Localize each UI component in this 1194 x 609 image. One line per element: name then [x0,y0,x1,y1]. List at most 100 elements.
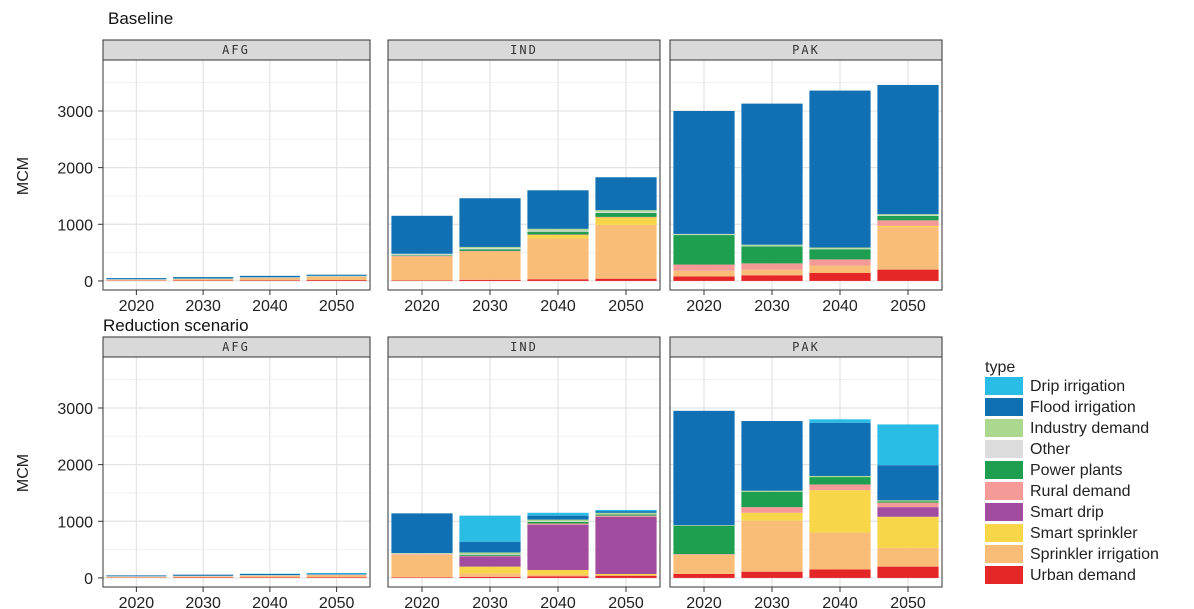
legend-swatch-rural-demand [985,482,1023,500]
bar-segment-other-2030 [741,245,803,247]
bar-segment-other-2020 [391,553,453,555]
legend: type Drip irrigation Flood irrigation In… [985,359,1159,584]
bar-segment-sprinkler-irrigation-2050 [306,276,367,281]
panel-border [387,356,661,588]
bar-segment-drip-irrigation-2050 [595,509,657,512]
bar-segment-smart-sprinkler-2050 [877,516,939,548]
strip-label-ind-reduction: IND [510,340,538,354]
bar-segment-other-2050 [595,513,657,515]
bar-segment-drip-irrigation-2050 [306,573,367,574]
bar-segment-flood-irrigation-2050 [877,465,939,501]
panel-border [669,356,943,588]
x-tick-label: 2020 [404,595,440,609]
bar-segment-sprinkler-irrigation-2050 [595,575,657,576]
bar-segment-other-2020 [673,234,735,236]
bar-segment-power-plants-2040 [527,521,589,524]
bar-segment-industry-demand-2030 [741,490,803,492]
legend-item-power-plants: Power plants [985,461,1123,479]
bar-segment-industry-demand-2050 [877,500,939,502]
x-tick-label: 2030 [754,595,790,609]
bar-segment-other-2030 [459,248,521,250]
bar-segment-power-plants-2020 [673,525,735,555]
bar-segment-sprinkler-irrigation-2040 [239,278,300,281]
bar-segment-flood-irrigation-2050 [595,177,657,211]
bar-segment-urban-demand-2050 [877,566,939,578]
bar-segment-smart-sprinkler-2030 [741,512,803,521]
x-tick-label: 2030 [185,298,221,315]
bar-segment-urban-demand-2050 [306,577,367,578]
bar-segment-flood-irrigation-2030 [459,541,521,553]
bar-segment-industry-demand-2020 [391,553,453,554]
bar-segment-sprinkler-irrigation-2030 [173,576,234,578]
bar-segment-urban-demand-2040 [809,569,871,578]
bar-segment-smart-sprinkler-2050 [595,573,657,576]
y-axis-label-baseline: MCM [15,157,32,195]
bar-segment-rural-demand-2030 [459,250,521,252]
bar-segment-rural-demand-2020 [391,256,453,257]
x-tick-label: 2050 [608,595,644,609]
bar-segment-smart-sprinkler-2040 [527,570,589,575]
bar-segment-rural-demand-2020 [391,554,453,555]
bar-segment-power-plants-2050 [877,501,939,503]
bar-segment-smart-sprinkler-2040 [809,490,871,533]
bar-segment-urban-demand-2020 [673,573,735,578]
x-tick-label: 2020 [686,595,722,609]
panel-background [103,60,370,290]
bar-segment-flood-irrigation-2040 [809,90,871,248]
bar-segment-urban-demand-2050 [306,280,367,281]
legend-label-other: Other [1030,441,1071,458]
bar-segment-rural-demand-2050 [595,216,657,218]
x-tick-label: 2030 [185,595,221,609]
bar-segment-smart-drip-2040 [527,524,589,571]
bar-segment-sprinkler-irrigation-2030 [173,279,234,281]
bar-segment-industry-demand-2040 [809,247,871,249]
bar-segment-urban-demand-2040 [239,577,300,578]
bar-segment-other-2040 [809,248,871,250]
bar-segment-rural-demand-2030 [741,263,803,270]
bar-segment-power-plants-2030 [459,249,521,251]
bar-segment-urban-demand-2050 [595,575,657,578]
bar-segment-urban-demand-2020 [391,577,453,578]
legend-label-industry-demand: Industry demand [1030,420,1149,437]
bar-segment-industry-demand-2050 [595,210,657,212]
bar-segment-power-plants-2040 [527,231,589,235]
bar-segment-urban-demand-2040 [527,576,589,578]
bar-segment-flood-irrigation-2030 [459,198,521,247]
legend-swatch-sprinkler-irrigation [985,545,1023,563]
bar-segment-sprinkler-irrigation-2020 [673,554,735,574]
legend-swatch-power-plants [985,461,1023,479]
bar-segment-industry-demand-2030 [459,552,521,555]
bar-segment-flood-irrigation-2020 [391,513,453,554]
legend-item-smart-sprinkler: Smart sprinkler [985,524,1138,542]
bar-segment-other-2050 [595,211,657,213]
bar-segment-industry-demand-2020 [673,233,735,235]
bar-segment-flood-irrigation-2040 [239,573,300,576]
bar-segment-rural-demand-2040 [809,259,871,266]
bar-segment-flood-irrigation-2020 [391,215,453,254]
x-tick-label: 2030 [472,595,508,609]
bar-segment-industry-demand-2040 [527,228,589,231]
y-tick-label: 2000 [57,458,93,475]
bar-segment-industry-demand-2040 [527,519,589,522]
bar-segment-rural-demand-2050 [877,220,939,226]
legend-title: type [985,359,1015,376]
bar-segment-flood-irrigation-2030 [741,103,803,245]
bar-segment-sprinkler-irrigation-2020 [106,280,167,281]
y-axis-label-reduction: MCM [15,454,32,492]
strip-labels: AFG IND PAK AFG IND PAK [222,43,818,354]
x-tick-label: 2050 [319,298,355,315]
bar-segment-rural-demand-2050 [877,502,939,508]
bar-segment-sprinkler-irrigation-2030 [741,269,803,276]
bar-segment-sprinkler-irrigation-2030 [459,573,521,577]
strip-label-ind-baseline: IND [510,43,538,57]
legend-item-other: Other [985,440,1071,458]
bar-segment-drip-irrigation-2050 [877,424,939,466]
bar-segment-flood-irrigation-2030 [173,277,234,279]
bar-segment-drip-irrigation-2040 [527,512,589,516]
y-tick-label: 2000 [57,161,93,178]
bar-segment-other-2030 [459,554,521,555]
bar-segment-drip-irrigation-2030 [459,515,521,542]
bar-segment-power-plants-2040 [809,477,871,485]
bar-segment-sprinkler-irrigation-2030 [741,520,803,572]
bar-segment-industry-demand-2050 [877,214,939,216]
